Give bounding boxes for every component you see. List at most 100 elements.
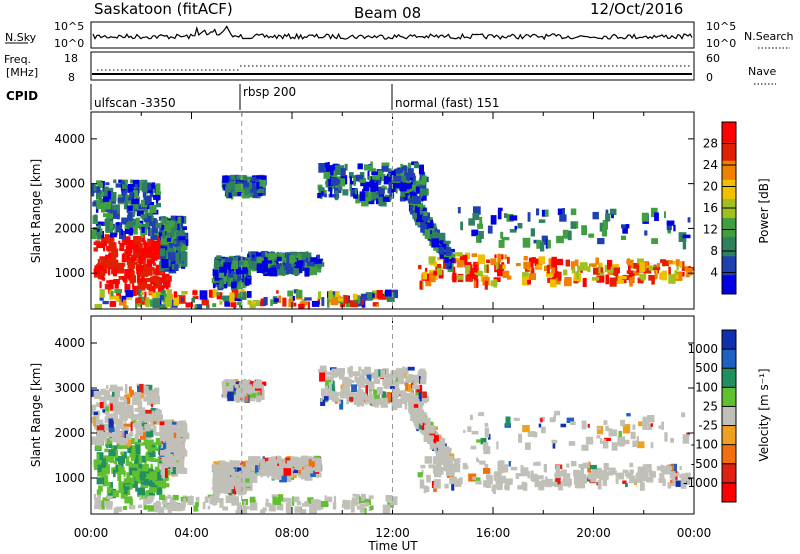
echo-cell	[452, 272, 457, 283]
echo-cell	[253, 300, 261, 306]
colorbar-swatch	[722, 425, 736, 446]
echo-cell	[212, 486, 221, 496]
echo-cell	[355, 494, 361, 501]
echo-cell	[637, 466, 644, 474]
echo-cell	[278, 295, 282, 303]
echo-cell	[473, 206, 481, 215]
echo-cell	[234, 189, 242, 197]
echo-cell	[149, 487, 157, 493]
echo-cell	[235, 389, 243, 399]
echo-cell	[236, 302, 241, 306]
echo-cell	[384, 176, 388, 183]
echo-cell	[181, 291, 188, 295]
echo-cell	[253, 463, 257, 470]
echo-cell	[116, 222, 123, 233]
echo-cell	[496, 441, 499, 450]
echo-cell	[100, 257, 106, 268]
echo-cell	[112, 204, 120, 214]
echo-cell	[681, 261, 685, 271]
echo-cell	[328, 382, 332, 392]
echo-cell	[424, 456, 433, 464]
echo-cell	[148, 505, 154, 511]
echo-cell	[527, 212, 531, 222]
echo-cell	[323, 171, 331, 179]
echo-cell	[124, 184, 131, 191]
echo-cell	[250, 180, 256, 186]
echo-cell	[120, 229, 123, 236]
echo-cell	[234, 183, 243, 192]
echo-cell	[179, 463, 184, 473]
echo-cell	[152, 298, 160, 308]
echo-cell	[465, 265, 471, 275]
echo-cell	[235, 266, 244, 275]
echo-cell	[411, 408, 415, 418]
echo-cell	[390, 386, 395, 390]
echo-cell	[599, 222, 604, 232]
echo-cell	[232, 273, 239, 283]
echo-cell	[686, 268, 693, 276]
colorbar-tick-label: 12	[703, 223, 718, 237]
echo-cell	[225, 273, 228, 282]
echo-cell	[486, 259, 491, 263]
echo-cell	[605, 274, 610, 285]
echo-cell	[258, 384, 264, 389]
echo-cell	[627, 258, 630, 266]
echo-cell	[384, 381, 388, 385]
echo-cell	[103, 455, 111, 463]
echo-cell	[415, 186, 420, 194]
echo-cell	[642, 416, 650, 426]
echo-cell	[114, 407, 118, 417]
echo-cell	[216, 255, 222, 260]
echo-cell	[566, 417, 575, 423]
echo-cell	[167, 503, 172, 513]
echo-cell	[104, 218, 111, 226]
echo-cell	[165, 245, 173, 255]
echo-cell	[274, 499, 282, 506]
echo-cell	[216, 292, 221, 296]
echo-cell	[420, 224, 427, 233]
echo-cell	[359, 177, 365, 183]
echo-cell	[333, 495, 337, 503]
echo-cell	[358, 395, 365, 401]
echo-cell	[127, 262, 136, 269]
echo-cell	[110, 232, 117, 238]
echo-cell	[424, 229, 431, 239]
echo-cell	[575, 473, 580, 482]
echo-cell	[425, 267, 428, 274]
echo-cell	[120, 180, 125, 185]
echo-cell	[96, 242, 101, 249]
echo-cell	[143, 500, 146, 506]
echo-cell	[639, 262, 645, 272]
echo-cell	[106, 495, 113, 500]
echo-cell	[105, 182, 110, 186]
echo-cell	[389, 377, 392, 384]
echo-cell	[419, 189, 423, 199]
echo-cell	[490, 258, 497, 265]
echo-cell	[434, 446, 437, 452]
echo-cell	[263, 297, 268, 306]
echo-cell	[437, 467, 444, 475]
echo-cell	[324, 495, 327, 503]
echo-cell	[181, 448, 186, 453]
echo-cell	[235, 485, 240, 489]
echo-cell	[369, 176, 378, 184]
echo-cell	[374, 378, 381, 384]
echo-cell	[498, 207, 503, 211]
echo-cell	[324, 193, 327, 198]
echo-cell	[460, 221, 463, 231]
echo-cell	[428, 256, 436, 264]
echo-cell	[262, 260, 268, 270]
power-heatmap	[91, 161, 694, 309]
echo-cell	[346, 388, 351, 394]
echo-cell	[418, 218, 424, 223]
echo-cell	[240, 465, 247, 475]
echo-cell	[331, 368, 337, 378]
echo-cell	[168, 257, 171, 267]
echo-cell	[159, 463, 164, 467]
echo-cell	[321, 501, 329, 508]
echo-cell	[115, 295, 120, 303]
echo-cell	[581, 444, 589, 451]
echo-cell	[590, 464, 597, 470]
echo-cell	[637, 277, 644, 284]
echo-cell	[134, 414, 139, 421]
